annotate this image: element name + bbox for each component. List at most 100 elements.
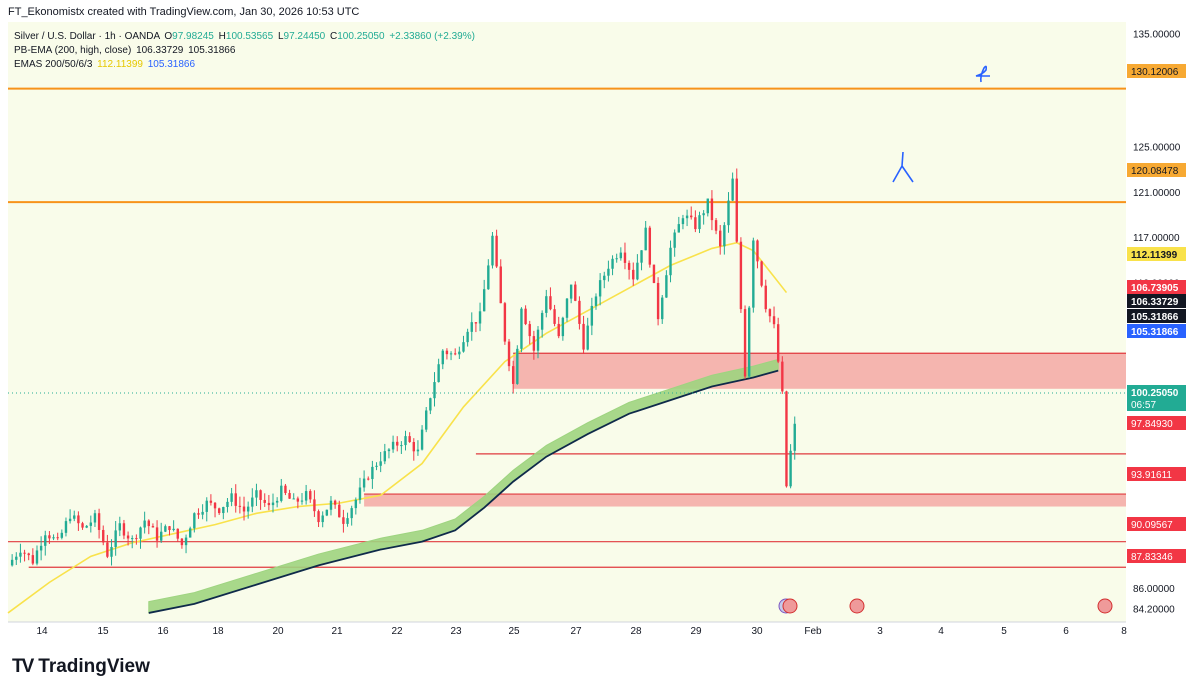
candle-body: [110, 546, 113, 557]
candle-body: [731, 178, 734, 201]
time-tick-label: 25: [508, 626, 520, 637]
candle-body: [147, 520, 150, 527]
ema200-ribbon: [148, 358, 779, 614]
candle-body: [346, 518, 349, 524]
price-tag: [1127, 294, 1186, 308]
candle-body: [433, 382, 436, 399]
candle-body: [193, 513, 196, 529]
price-tick-label: 121.00000: [1133, 188, 1181, 199]
candle-body: [205, 500, 208, 512]
candle-body: [462, 342, 465, 352]
candle-body: [735, 178, 738, 242]
candle-body: [739, 241, 743, 310]
pbema-label[interactable]: PB-EMA (200, high, close): [14, 45, 132, 56]
candle-body: [139, 527, 142, 539]
candle-body: [665, 275, 668, 298]
candle-body: [164, 526, 167, 532]
level-price-tag: [1127, 416, 1186, 430]
candle-body: [768, 309, 772, 317]
candle-body: [719, 230, 722, 247]
candle-body: [176, 528, 179, 539]
candle-body: [557, 323, 560, 337]
candle-body: [528, 324, 531, 337]
price-tag-text: 100.25050: [1131, 388, 1179, 399]
time-tick-label: 28: [630, 626, 642, 637]
time-tick-label: 22: [391, 626, 403, 637]
us-flag-event-icon[interactable]: [782, 598, 798, 614]
candle-body: [383, 451, 387, 462]
candle-body: [296, 498, 300, 502]
candle-body: [499, 266, 502, 304]
level-price-tag: [1127, 549, 1186, 563]
candle-body: [590, 305, 594, 326]
candle-body: [27, 553, 30, 556]
candle-body: [640, 250, 643, 263]
zone-0[interactable]: [513, 353, 1126, 389]
level-price-tag: [1127, 517, 1186, 531]
price-tag-text: 105.31866: [1131, 327, 1179, 338]
price-tick-label: 84.20000: [1133, 604, 1175, 615]
price-tag: [1127, 385, 1186, 411]
candle-body: [197, 513, 200, 515]
candle-body: [491, 235, 494, 266]
us-flag-event-icon[interactable]: [849, 598, 865, 614]
candle-body: [131, 538, 134, 540]
candle-body: [387, 449, 391, 452]
emas-label[interactable]: EMAS 200/50/6/3: [14, 59, 93, 70]
candle-body: [582, 323, 585, 350]
close-label: C: [330, 31, 338, 42]
time-tick-label: 18: [212, 626, 224, 637]
candle-body: [371, 466, 374, 480]
candle-body: [594, 296, 598, 306]
candle-body: [379, 461, 382, 466]
candle-body: [598, 280, 602, 297]
candle-body: [263, 499, 266, 503]
candle-body: [48, 535, 51, 539]
candle-body: [338, 504, 341, 518]
candle-body: [540, 312, 544, 330]
candle-body: [532, 336, 536, 351]
us-flag-event-icon[interactable]: [1097, 598, 1113, 614]
candle-body: [375, 465, 378, 467]
candle-body: [785, 391, 788, 487]
candle-body: [73, 515, 76, 519]
candle-body: [760, 261, 763, 286]
tradingview-logo-icon: TV: [12, 656, 34, 677]
candle-body: [304, 491, 308, 501]
time-tick-label: 21: [331, 626, 343, 637]
emas-value-1: 112.11399: [97, 59, 143, 70]
time-tick-label: 8: [1121, 626, 1127, 637]
candle-body: [271, 502, 275, 506]
zone-price-tag: [1127, 467, 1186, 481]
candle-body: [85, 525, 88, 528]
event-icons: [778, 598, 1113, 614]
time-tick-label: 4: [938, 626, 944, 637]
candle-body: [685, 215, 689, 219]
price-tag-text: 112.11399: [1131, 250, 1178, 261]
candle-body: [727, 200, 730, 226]
candle-body: [97, 513, 101, 530]
candle-body: [280, 485, 283, 501]
candle-body: [412, 442, 415, 452]
candle-body: [155, 527, 159, 541]
time-tick-label: 15: [97, 626, 109, 637]
candle-body: [350, 508, 353, 519]
pbema-value-2: 105.31866: [188, 45, 236, 56]
candle-body: [507, 341, 511, 367]
candle-body: [242, 506, 246, 512]
zone-1[interactable]: [364, 494, 1126, 507]
annotation-up-mark-icon: [975, 65, 990, 83]
candle-body: [201, 511, 204, 515]
time-tick-label: Feb: [804, 626, 822, 637]
candle-body: [458, 351, 461, 355]
candle-body: [184, 537, 188, 546]
high-label: H: [218, 31, 226, 42]
time-tick-label: 29: [690, 626, 702, 637]
symbol-name[interactable]: Silver / U.S. Dollar · 1h · OANDA: [14, 31, 160, 42]
close-value: 100.25050: [337, 31, 385, 42]
candle-body: [188, 528, 192, 538]
candle-body: [135, 538, 138, 540]
candle-body: [238, 505, 242, 507]
candle-body: [10, 559, 14, 566]
